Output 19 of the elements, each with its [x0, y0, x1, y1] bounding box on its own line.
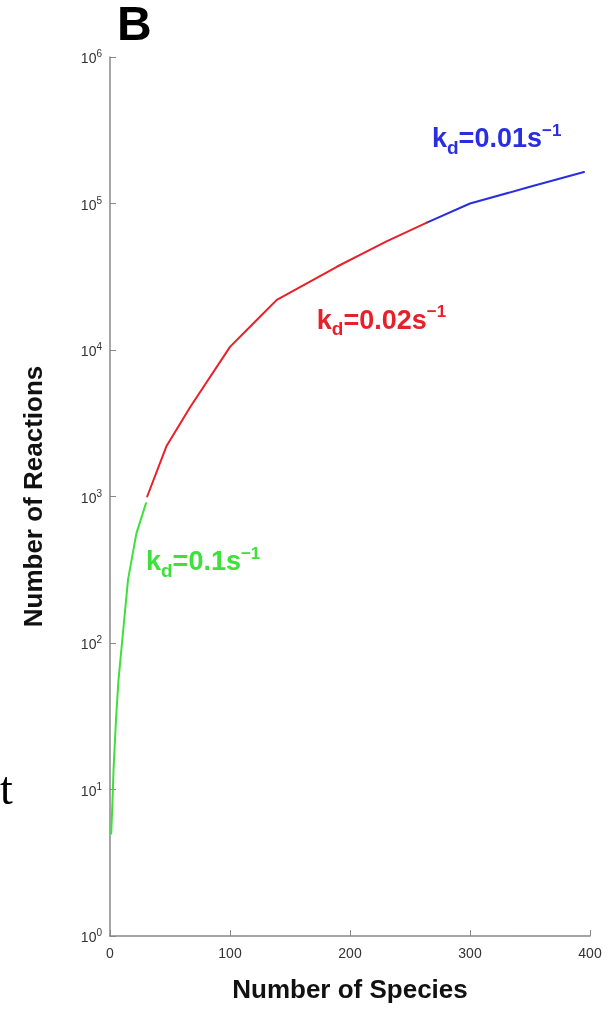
line-series	[425, 171, 585, 224]
text: t	[0, 762, 13, 814]
x-tick-label: 0	[106, 945, 115, 961]
y-axis-title: Number of Reactions	[18, 365, 48, 628]
y-tick-label: 10$^{4}$	[80, 341, 102, 359]
y-tick-label: 10$^{0}$	[80, 927, 102, 945]
y-tick-label: 10$^{1}$	[80, 780, 102, 799]
x-tick-label: 100	[218, 945, 242, 961]
y-tick-label: 10$^{5}$	[80, 194, 102, 213]
y-tick-label: 10$^{3}$	[80, 487, 102, 506]
y-tick-label: 10$^{2}$	[80, 634, 102, 652]
x-tick-label: 200	[338, 945, 362, 961]
x-tick-label: 400	[578, 945, 602, 961]
x-tick-label: 300	[458, 945, 482, 961]
line-series	[146, 221, 428, 498]
line-series	[110, 502, 147, 835]
y-tick-label: 10$^{6}$	[80, 48, 102, 66]
chart-title: B	[117, 0, 152, 50]
x-axis-title: Number of Species	[232, 974, 468, 1004]
